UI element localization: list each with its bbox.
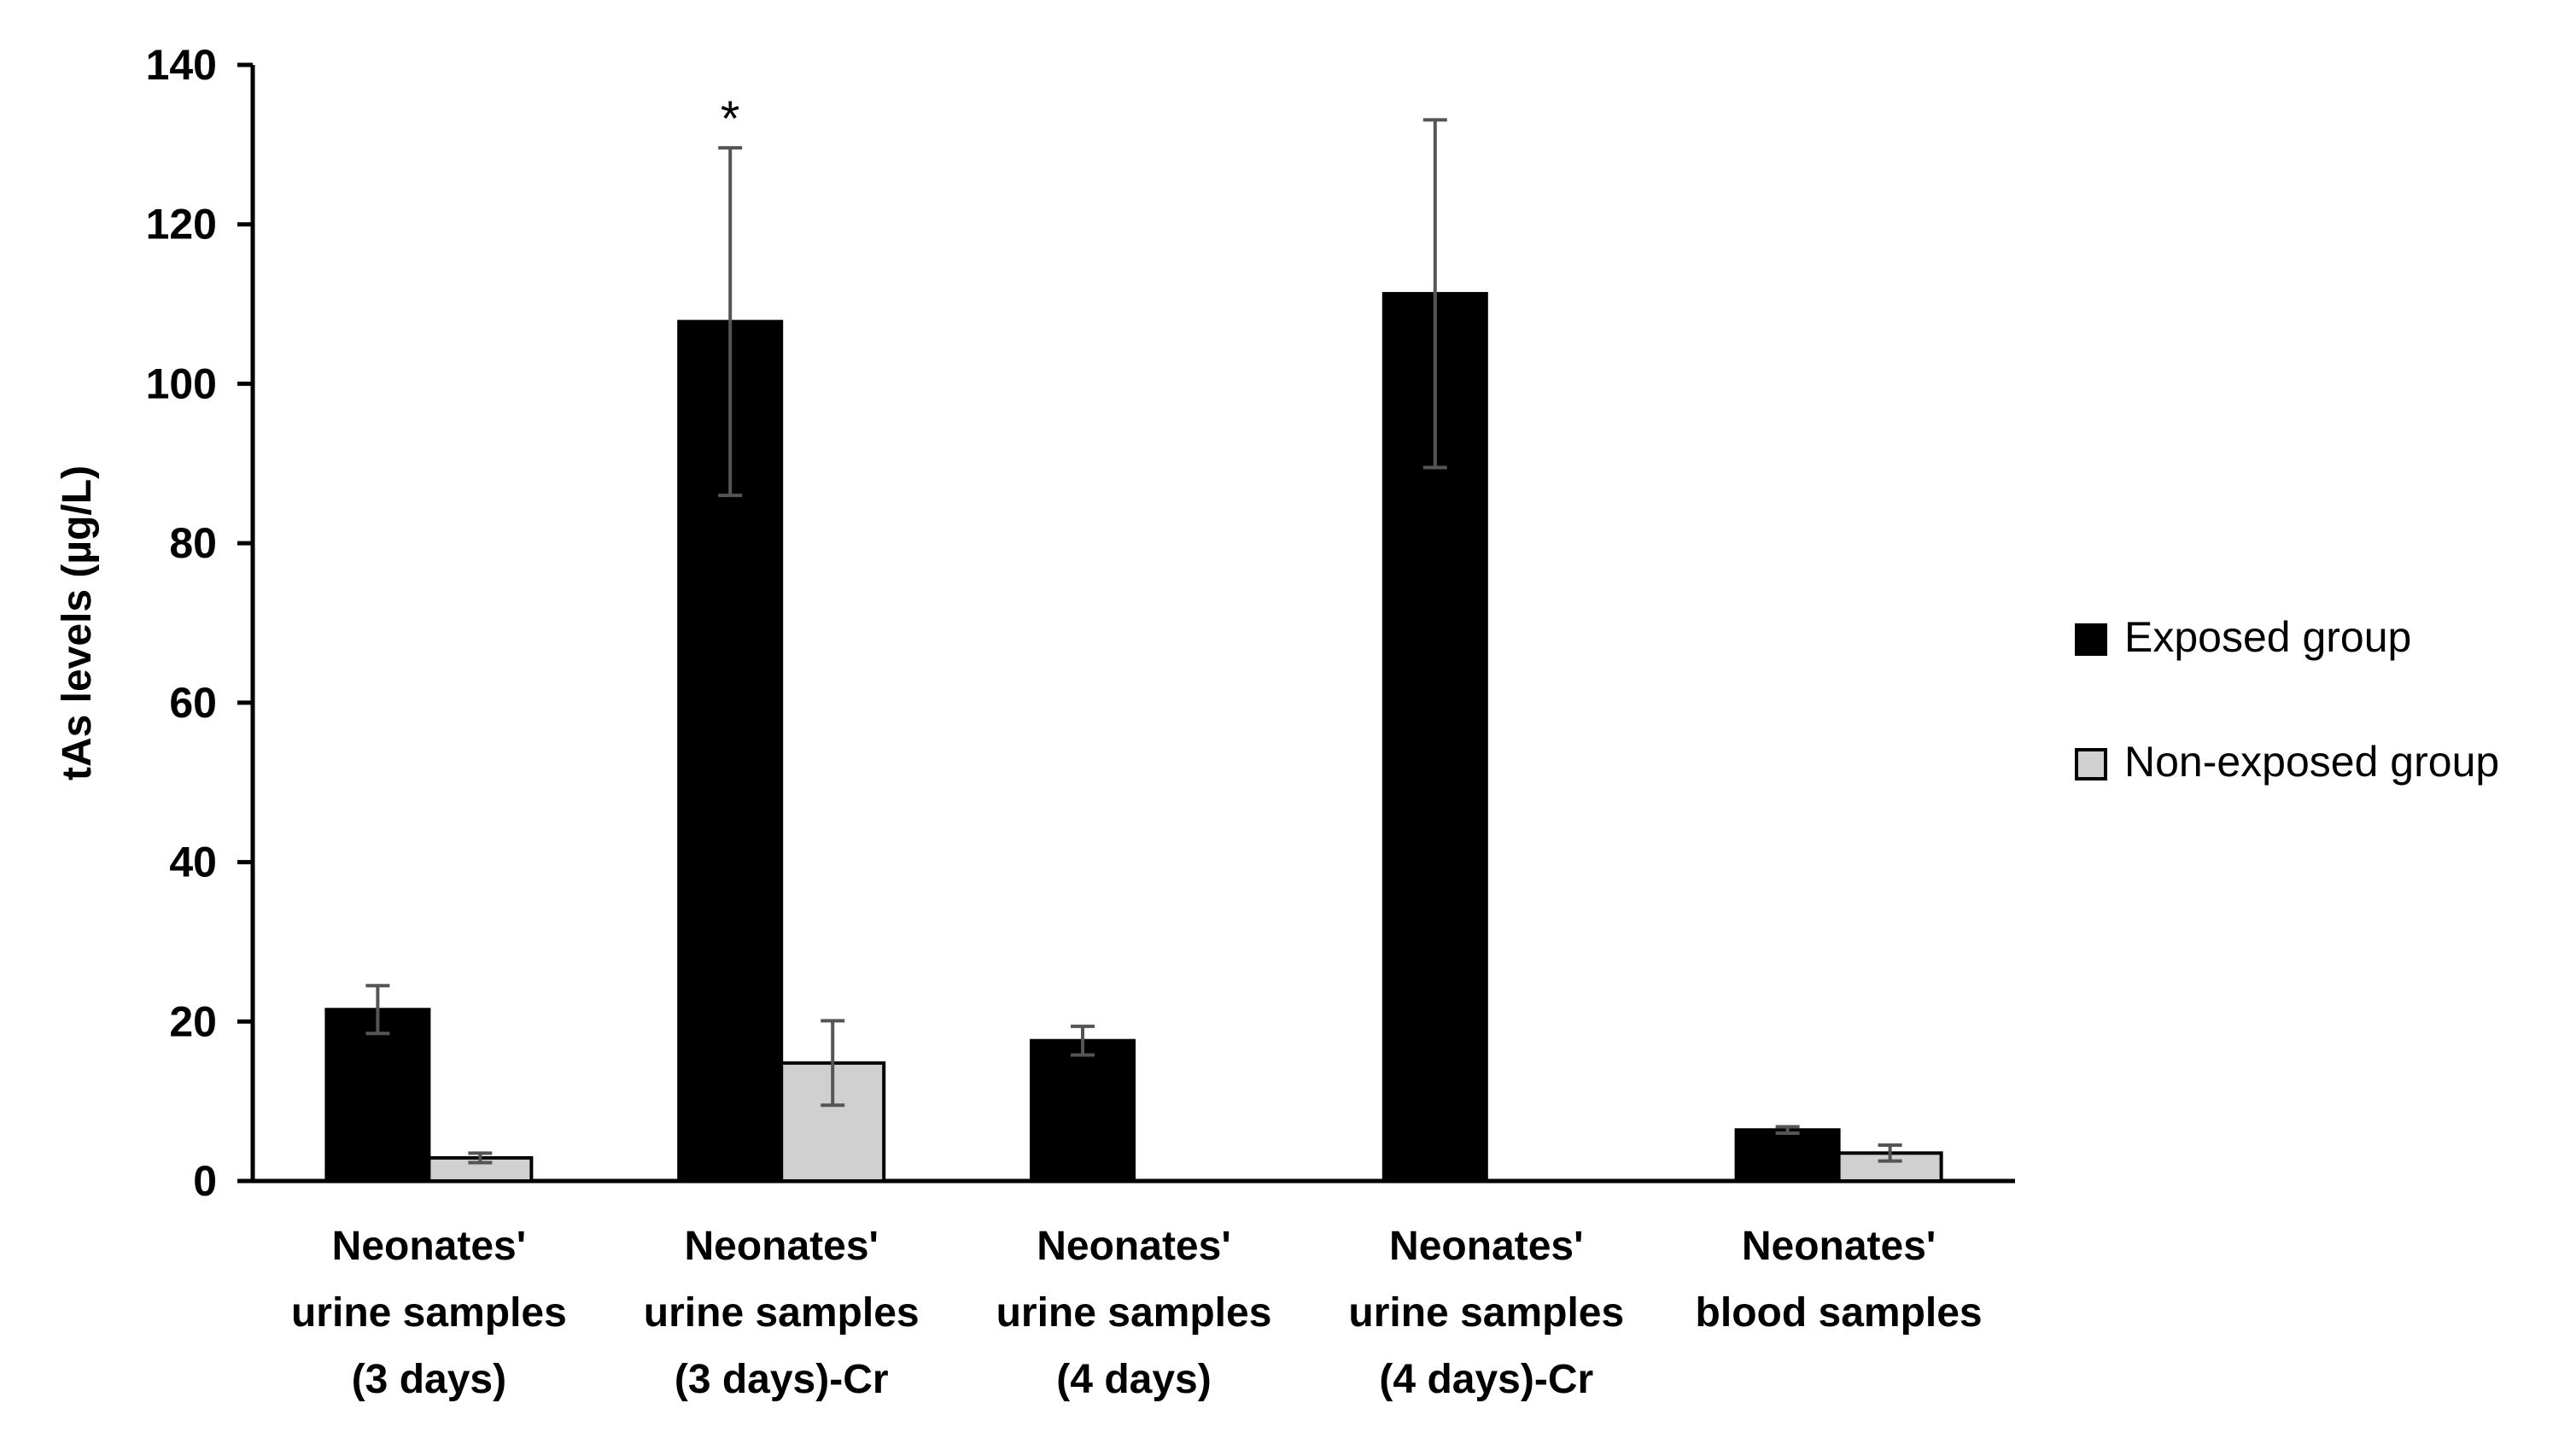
bars-group [324,291,1943,1184]
x-category-label: blood samples [1696,1290,1983,1336]
y-tick-label: 80 [169,519,217,567]
y-axis-title: tAs levels (µg/L) [55,465,100,780]
legend-label-exposed: Exposed group [2124,613,2411,661]
legend-label-non-exposed: Non-exposed group [2124,738,2499,786]
significance-marker: * [721,91,740,147]
x-category-label: Neonates' [1037,1224,1230,1269]
x-category-label: urine samples [996,1290,1272,1336]
tick-labels-group: 0 20 40 60 80 100 120 140 [146,41,217,1205]
x-category-label: (3 days)-Cr [675,1357,889,1402]
x-category-label: Neonates' [684,1224,878,1269]
legend-swatch-non-exposed [2075,748,2107,780]
bar-exposed [1030,1038,1136,1183]
x-category-label: urine samples [644,1290,920,1336]
y-tick-label: 20 [169,997,217,1045]
axes-group [237,62,2015,1184]
bar-non-exposed [780,1061,886,1183]
x-category-label: Neonates' [1742,1224,1936,1269]
x-category-label: Neonates' [1389,1224,1583,1269]
y-tick-label: 0 [193,1157,217,1205]
x-category-label: Neonates' [332,1224,526,1269]
x-category-label: urine samples [291,1290,567,1336]
x-category-label: (4 days)-Cr [1379,1357,1593,1402]
y-tick-label: 140 [146,41,217,89]
y-tick-label: 40 [169,839,217,886]
legend: Exposed group Non-exposed group [2075,613,2499,786]
error-bars-group: * [365,91,1902,1165]
y-tick-label: 100 [146,360,217,407]
x-category-label: urine samples [1348,1290,1624,1336]
x-category-label: (4 days) [1056,1357,1211,1402]
legend-swatch-exposed [2075,623,2107,656]
bar-exposed [1734,1128,1841,1184]
x-category-label: (3 days) [352,1357,506,1402]
y-tick-label: 60 [169,679,217,727]
y-tick-label: 120 [146,201,217,248]
bar-exposed [324,1008,431,1183]
category-labels-group: Neonates' urine samples (3 days) Neonates' u… [291,1224,1983,1402]
